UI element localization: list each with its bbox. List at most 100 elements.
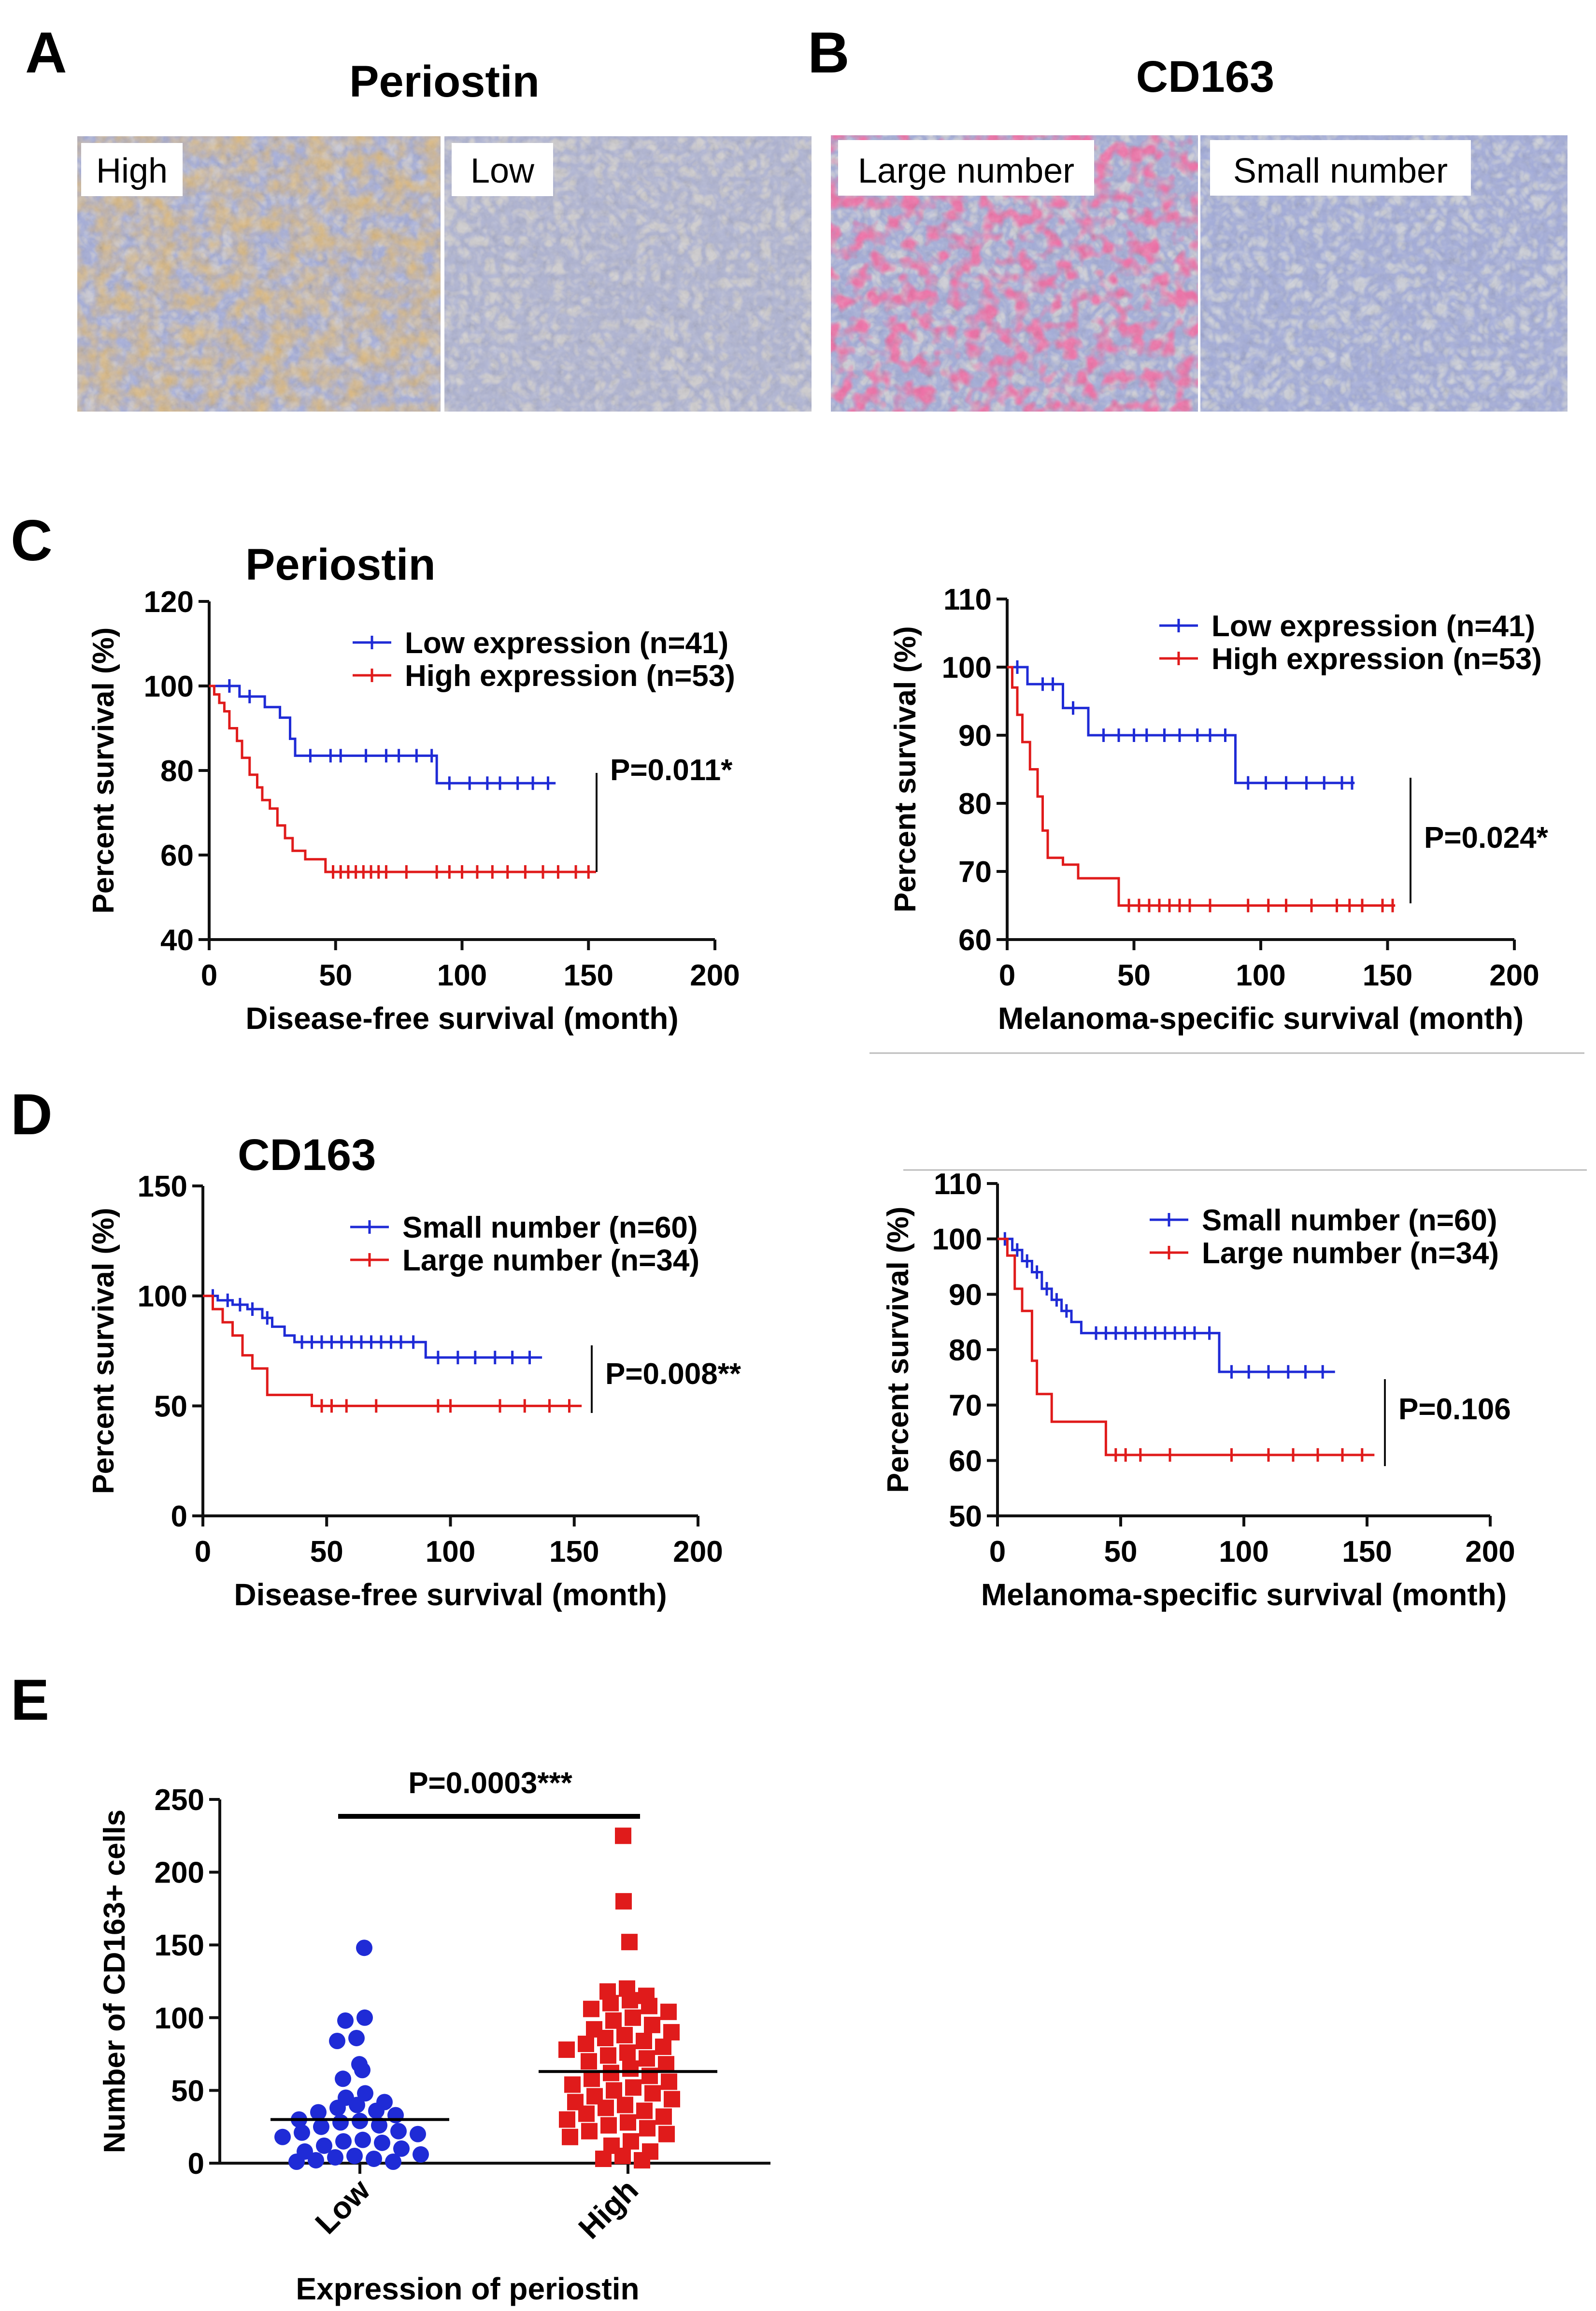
- x-tick-label: 0: [201, 959, 217, 992]
- data-point-high: [663, 2024, 680, 2040]
- x-axis-label: Expression of periostin: [296, 2271, 639, 2306]
- p-value-label: P=0.024*: [1424, 821, 1549, 855]
- data-point-low: [366, 2150, 382, 2167]
- data-point-low: [346, 2147, 363, 2164]
- data-point-low: [354, 2062, 370, 2079]
- periostin-low-label-box: [452, 143, 553, 196]
- data-point-low: [329, 2099, 346, 2116]
- x-tick-label: 150: [564, 959, 613, 992]
- y-tick-label: 90: [949, 1278, 982, 1312]
- data-point-low: [356, 1940, 372, 1956]
- x-tick-label: 200: [690, 959, 740, 992]
- data-point-low: [274, 2128, 291, 2145]
- data-point-high: [600, 2047, 616, 2064]
- y-axis-label: Percent survival (%): [889, 626, 922, 913]
- periostin-micrograph-title: Periostin: [349, 57, 540, 106]
- data-point-high: [614, 2147, 631, 2164]
- data-point-low: [310, 2104, 327, 2121]
- data-point-low: [368, 2102, 385, 2119]
- panel-label-c: C: [11, 508, 53, 573]
- data-point-low: [393, 2140, 410, 2157]
- survival-curve-blue: [998, 1238, 1335, 1373]
- data-point-high: [615, 1827, 631, 1844]
- y-tick-label: 60: [160, 839, 194, 872]
- data-point-low: [335, 2133, 352, 2150]
- legend-label: Large number (n=34): [402, 1244, 699, 1277]
- data-point-high: [602, 1995, 619, 2011]
- data-point-low: [329, 2032, 345, 2049]
- data-point-high: [656, 2108, 672, 2125]
- x-axis-label: Melanoma-specific survival (month): [998, 1001, 1524, 1036]
- data-point-low: [348, 2029, 365, 2046]
- x-tick-label: 50: [310, 1535, 343, 1569]
- x-tick-label: 100: [426, 1535, 475, 1569]
- data-point-low: [374, 2134, 390, 2151]
- y-tick-label: 70: [949, 1389, 982, 1423]
- x-tick-label: 0: [999, 959, 1015, 992]
- data-point-low: [349, 2097, 365, 2113]
- y-tick-label: 150: [138, 1170, 187, 1203]
- section-c-title: Periostin: [245, 540, 436, 589]
- data-point-high: [625, 2009, 641, 2026]
- survival-curve-red: [998, 1238, 1375, 1456]
- data-point-high: [634, 2152, 650, 2168]
- data-point-low: [335, 2070, 351, 2087]
- data-point-low: [288, 2153, 305, 2170]
- data-point-high: [658, 2126, 675, 2142]
- data-point-high: [636, 2102, 653, 2119]
- data-point-low: [332, 2114, 349, 2131]
- legend-label: Low expression (n=41): [405, 627, 728, 660]
- data-point-high: [584, 2070, 600, 2087]
- data-point-low: [294, 2124, 310, 2141]
- panel-label-b: B: [808, 20, 850, 85]
- data-point-low: [352, 2112, 368, 2129]
- data-point-low: [390, 2123, 407, 2140]
- data-point-low: [371, 2117, 387, 2134]
- chart-e-scatter: 0 50 100 150 200 250 Number of CD163+ cells Low…: [98, 1767, 770, 2306]
- data-point-high: [583, 2000, 599, 2017]
- data-point-high: [625, 2079, 641, 2096]
- survival-curve-red: [209, 685, 596, 873]
- x-axis-label: Disease-free survival (month): [245, 1001, 678, 1036]
- data-point-high: [660, 2003, 677, 2020]
- data-point-high: [661, 2073, 677, 2090]
- data-point-high: [619, 2044, 636, 2061]
- data-point-high: [617, 2097, 633, 2113]
- cd163-micrograph-title: CD163: [1136, 52, 1274, 101]
- data-point-low: [337, 2012, 354, 2029]
- x-tick-label: 200: [1489, 959, 1539, 992]
- data-point-high: [655, 2039, 671, 2055]
- legend-label: Large number (n=34): [1202, 1237, 1499, 1270]
- cd163-large-label: Large number: [858, 152, 1074, 190]
- data-point-high: [639, 2050, 655, 2067]
- y-tick-label: 0: [188, 2147, 204, 2181]
- x-tick-label: 50: [319, 959, 352, 992]
- y-tick-label: 70: [958, 856, 992, 889]
- legend-label: Small number (n=60): [402, 1211, 698, 1244]
- data-point-low: [385, 2153, 401, 2170]
- p-value-label: P=0.008**: [605, 1357, 741, 1391]
- x-tick-label: 150: [1342, 1535, 1392, 1569]
- data-point-high: [664, 2091, 680, 2108]
- data-point-high: [644, 2016, 660, 2033]
- y-tick-label: 100: [155, 2002, 204, 2035]
- data-point-high: [581, 2123, 598, 2140]
- y-tick-label: 40: [160, 924, 194, 957]
- legend-label: Small number (n=60): [1202, 1204, 1497, 1237]
- y-tick-label: 110: [943, 583, 992, 616]
- survival-curve-blue: [203, 1295, 542, 1359]
- periostin-high-label: High: [96, 152, 168, 190]
- data-point-high: [606, 2082, 622, 2099]
- data-point-low: [327, 2149, 343, 2166]
- survival-curve-red: [203, 1295, 582, 1407]
- y-tick-label: 100: [942, 651, 992, 685]
- y-axis-label: Percent survival (%): [882, 1207, 915, 1493]
- data-point-low: [413, 2146, 429, 2163]
- y-axis-label: Number of CD163+ cells: [98, 1810, 131, 2154]
- y-tick-label: 80: [160, 755, 194, 788]
- chart-c-disease-free: 40 60 80 100 120 0 50 100 150 200 Disease-free sur…: [87, 585, 740, 1036]
- x-tick-label: 150: [549, 1535, 599, 1569]
- y-tick-label: 60: [958, 924, 992, 957]
- data-point-high: [598, 2099, 614, 2116]
